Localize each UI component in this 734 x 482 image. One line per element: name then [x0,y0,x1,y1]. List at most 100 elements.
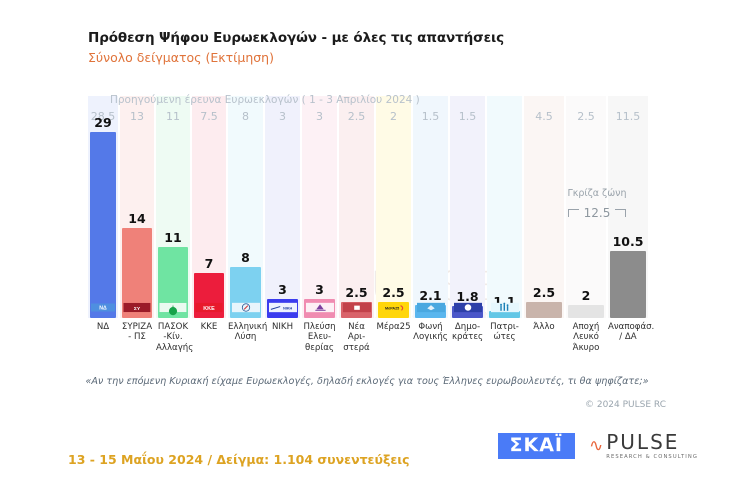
bar-value-label: 3 [315,282,324,297]
niki-logo: ΝΙΚΗ [268,299,297,316]
pulse-logo: ∿ PULSE RESEARCH & CONSULTING [589,432,698,460]
category-label: Αναποφάσ. / ΔΑ [608,322,655,343]
bar-column[interactable]: 28.5 29 ΝΔ [88,96,118,318]
category-label: Πλεύση Ελευ-θερίας [303,322,336,353]
bar-wrapper: 8 [228,132,263,318]
bar[interactable] [526,302,562,318]
previous-value: 4.5 [535,110,553,123]
category-labels: ΝΔ ΣΥΡΙΖΑ - ΠΣ ΠΑΣΟΚ -Κίν. Αλλαγής ΚΚΕ Ελληνική… [88,322,666,353]
bar-value-label: 11 [164,230,182,245]
previous-value: 7.5 [200,110,218,123]
svg-text:ΝΔ: ΝΔ [99,306,107,312]
bar[interactable] [610,251,646,318]
bar-value-label: 2.1 [419,288,442,303]
bar-wrapper: 3 [302,132,337,318]
category-label: Μέρα25 [376,322,411,332]
pulse-logo-word: PULSE [606,430,680,454]
bar-wrapper: 7 ΚΚΕ [192,132,226,318]
bar[interactable] [568,305,604,318]
bar-column[interactable]: 1.1 [487,96,522,318]
nd-logo: ΝΔ [91,299,115,316]
category-label: Νέα Αρι-στερά [343,322,370,353]
bar[interactable] [89,132,117,318]
previous-value: 8 [242,110,249,123]
bar-column[interactable]: 2 2.5 MéPA25 [376,96,411,318]
category-label: ΝΙΚΗ [271,322,294,332]
bar-value-label: 1.8 [456,289,479,304]
previous-value: 11.5 [615,110,641,123]
bar-wrapper: 2.1 [413,132,448,318]
bar-column[interactable]: 7.5 7 ΚΚΕ [192,96,226,318]
bar-value-label: 7 [204,256,214,271]
category-label: ΣΥΡΙΖΑ - ΠΣ [121,322,153,343]
bar-column[interactable]: 3 3 ΝΙΚΗ [265,96,300,318]
bar-value-label: 2.5 [532,285,556,300]
kke-logo: ΚΚΕ [195,299,223,316]
pulse-wave-icon: ∿ [588,436,604,456]
category-label: Δημο-κράτες [451,322,484,343]
bar-wrapper: 1.1 [487,132,522,318]
previous-value: 2.5 [347,110,366,123]
previous-value: 28.5 [90,110,116,123]
bar-column[interactable]: 1.5 1.8 [450,96,485,318]
category-label: Φωνή Λογικής [413,322,448,343]
previous-value: 2.5 [577,110,595,123]
bar-value-label: 29 [94,115,112,130]
bar-columns: 28.5 29 ΝΔ 13 14 ΣΥ 11 11 7.5 7 ΚΚΕ 8 8 3 3 ΝΙΚΗ 3 3 2.5 2.… [88,96,666,318]
page-subtitle: Σύνολο δείγματος (Εκτίμηση) [88,50,274,65]
foni-logikis-logo [416,299,445,316]
category-label: Άλλο [533,322,555,332]
previous-value: 13 [130,110,144,123]
category-label: ΠΑΣΟΚ -Κίν. Αλλαγής [156,322,194,353]
bar-wrapper: 29 ΝΔ [88,115,118,318]
footer-date-sample: 13 - 15 Μαΐου 2024 / Δείγμα: 1.104 συνεν… [68,452,410,467]
bar-value-label: 3 [278,282,287,297]
bar-wrapper: 1.8 [450,132,485,318]
bar-value-label: 8 [241,250,250,265]
syriza-logo: ΣΥ [123,299,151,316]
pulse-logo-sub: RESEARCH & CONSULTING [606,454,698,460]
bar-value-label: 2 [581,288,591,303]
bar-column[interactable]: 2.5 2 [566,96,606,318]
previous-value: 11 [166,110,180,123]
previous-value: 3 [279,110,286,123]
pasok-logo [159,299,187,316]
patriotes-logo [490,299,519,316]
bar-column[interactable]: 4.5 2.5 [524,96,564,318]
skai-logo: ΣΚΑΪ [497,433,575,459]
svg-text:ΝΙΚΗ: ΝΙΚΗ [283,306,292,310]
grey-zone-annotation: Γκρίζα ζώνη 12.5 [538,188,656,221]
bar-column[interactable]: 11 11 [156,96,190,318]
category-label: Αποχή Λευκό Άκυρο [572,322,600,353]
bar[interactable] [489,311,520,318]
bar-wrapper: 11 [156,132,190,318]
category-label: ΚΚΕ [200,322,218,332]
previous-value: 1.5 [458,110,477,123]
bar-column[interactable]: 13 14 ΣΥ [120,96,154,318]
bar-column[interactable]: 1.5 2.1 [413,96,448,318]
bar-wrapper: 2.5 MéPA25 [376,132,411,318]
mera25-logo: MéPA25 [379,299,408,316]
bar-value-label: 2.5 [345,285,368,300]
category-label: Ελληνική Λύση [228,322,268,343]
svg-text:ΣΥ: ΣΥ [134,306,141,312]
category-label: Πατρι-ώτες [490,322,519,343]
bar-column[interactable]: 2.5 2.5 [339,96,374,318]
nea-aristera-logo [342,299,371,316]
copyright-notice: © 2024 PULSE RC [584,400,666,410]
page-title: Πρόθεση Ψήφου Ευρωεκλογών - με όλες τις … [88,30,505,46]
bar-wrapper: 14 ΣΥ [120,132,154,318]
bar-column[interactable]: 11.5 10.5 [608,96,648,318]
grey-zone-value: 12.5 [567,206,627,220]
bar-wrapper: 2.5 [524,132,564,318]
bar-value-label: 2.5 [382,285,405,300]
elliniki-lysi-logo [231,299,260,316]
previous-value: 2 [390,110,397,123]
bar-wrapper: 10.5 [608,132,648,318]
chart-header: Πρόθεση Ψήφου Ευρωεκλογών - με όλες τις … [88,30,504,65]
bar-value-label: 14 [128,211,146,226]
previous-survey-header: Προηγούμενη έρευνα Ευρωεκλογών ( 1 - 3 Α… [110,94,420,106]
grey-zone-label: Γκρίζα ζώνη [567,188,627,199]
